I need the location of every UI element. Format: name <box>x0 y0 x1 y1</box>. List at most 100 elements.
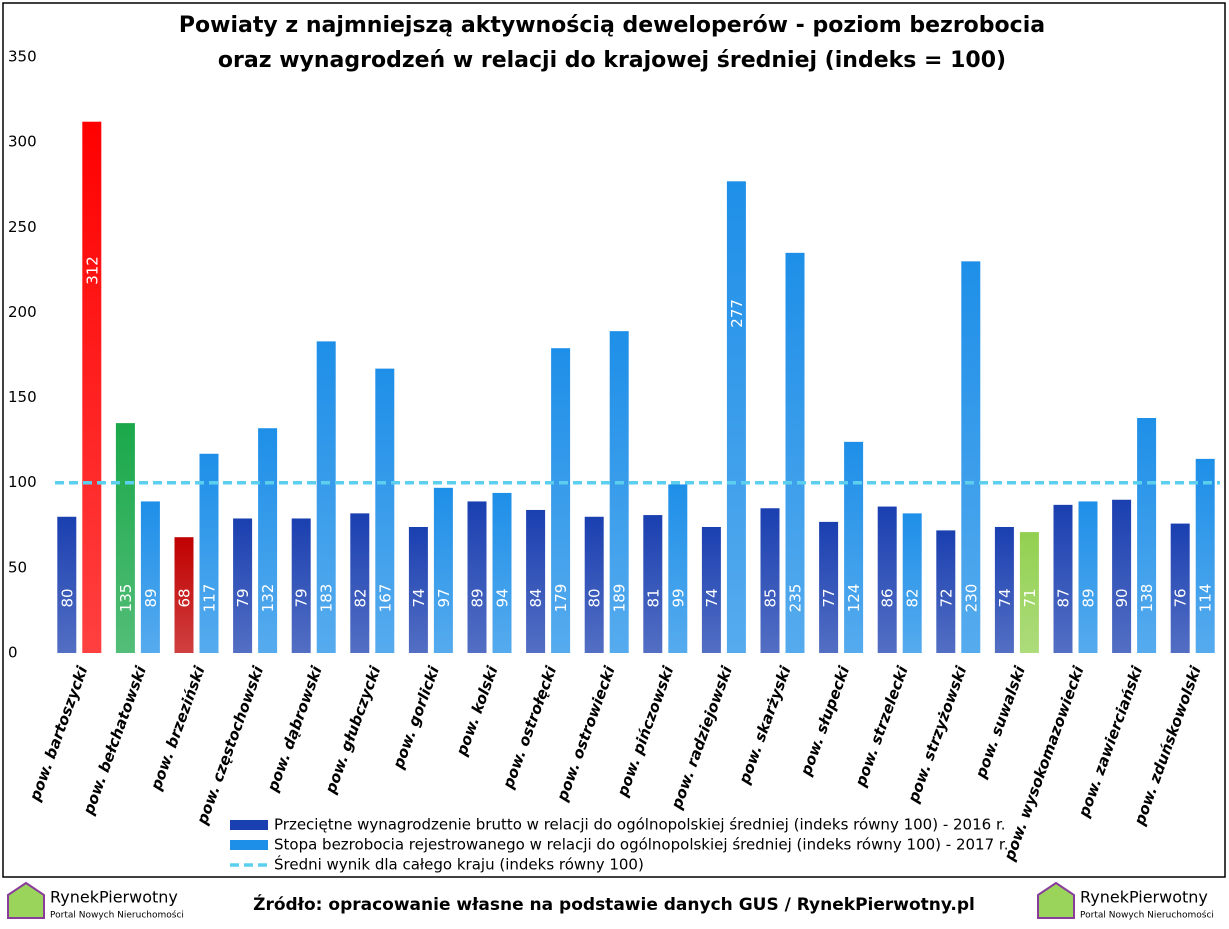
source: Źródło: opracowanie własne na podstawie … <box>253 893 975 915</box>
data-label: 84 <box>527 588 545 607</box>
data-label: 167 <box>376 584 394 613</box>
y-tick-label: 300 <box>8 133 37 151</box>
data-label: 68 <box>176 588 194 607</box>
y-tick-label: 250 <box>8 218 37 236</box>
y-tick-label: 350 <box>8 48 37 66</box>
bar <box>936 530 956 653</box>
data-label: 277 <box>728 299 746 328</box>
bar <box>433 487 453 653</box>
bar <box>877 506 897 653</box>
legend-label: Stopa bezrobocia rejestrowanego w relacj… <box>274 836 1008 854</box>
y-tick-label: 100 <box>8 473 37 491</box>
bar <box>1170 523 1190 653</box>
data-label: 138 <box>1138 584 1156 613</box>
bar <box>1078 501 1098 653</box>
data-label: 89 <box>469 588 487 607</box>
logo-icon <box>1037 881 1075 919</box>
data-label: 183 <box>318 584 336 613</box>
data-label: 74 <box>703 588 721 607</box>
bar <box>408 526 428 653</box>
data-label: 89 <box>1080 588 1098 607</box>
data-label: 124 <box>845 584 863 613</box>
logo-name: RynekPierwotny <box>50 888 178 907</box>
logo-right: RynekPierwotny Portal Nowych Nieruchomoś… <box>1037 881 1214 921</box>
data-label: 99 <box>669 588 687 607</box>
chart-title: Powiaty z najmniejszą aktywnością dewelo… <box>179 13 1045 38</box>
data-label: 87 <box>1055 588 1073 607</box>
logo-tagline: Portal Nowych Nieruchomości <box>1080 910 1214 921</box>
data-label: 312 <box>83 256 101 285</box>
bar <box>785 252 805 654</box>
bar <box>701 526 721 653</box>
bar <box>551 348 571 653</box>
logo-name: RynekPierwotny <box>1080 888 1208 907</box>
bar <box>902 513 922 653</box>
bar <box>467 501 487 653</box>
data-label: 71 <box>1021 588 1039 607</box>
bar <box>350 513 370 653</box>
data-label: 80 <box>58 588 76 607</box>
bar <box>174 537 194 653</box>
bar <box>668 484 688 653</box>
bar <box>1137 418 1157 653</box>
legend-swatch <box>230 840 268 850</box>
logo-icon <box>7 881 45 919</box>
bar <box>844 441 864 653</box>
data-label: 82 <box>904 588 922 607</box>
data-label: 235 <box>787 584 805 613</box>
bar <box>819 521 839 653</box>
y-tick-label: 200 <box>8 303 37 321</box>
logo-tagline: Portal Nowych Nieruchomości <box>50 910 184 921</box>
bar <box>316 341 336 653</box>
data-label: 81 <box>644 588 662 607</box>
data-label: 117 <box>201 584 219 613</box>
data-label: 97 <box>435 588 453 607</box>
bar <box>1019 532 1039 653</box>
bar <box>961 261 981 653</box>
data-label: 86 <box>879 588 897 607</box>
bar <box>609 331 629 653</box>
y-tick-label: 0 <box>8 644 18 662</box>
data-label: 72 <box>937 588 955 607</box>
data-label: 179 <box>552 584 570 613</box>
bar <box>526 509 546 653</box>
legend-label: Przeciętne wynagrodzenie brutto w relacj… <box>274 816 1006 834</box>
data-label: 189 <box>611 584 629 613</box>
data-label: 77 <box>820 588 838 607</box>
bar <box>1195 458 1215 653</box>
data-label: 79 <box>293 588 311 607</box>
data-label: 114 <box>1197 584 1215 613</box>
bar <box>233 518 253 653</box>
bar <box>140 501 160 653</box>
bar <box>82 121 102 654</box>
y-tick-label: 50 <box>8 558 27 576</box>
data-label: 76 <box>1172 588 1190 607</box>
bar <box>492 492 512 653</box>
bar <box>57 516 77 653</box>
data-label: 82 <box>351 588 369 607</box>
y-tick-label: 150 <box>8 388 37 406</box>
data-label: 135 <box>117 584 135 613</box>
bar <box>258 428 278 653</box>
data-label: 80 <box>586 588 604 607</box>
logo-left: RynekPierwotny Portal Nowych Nieruchomoś… <box>7 881 184 921</box>
chart-title: oraz wynagrodzeń w relacji do krajowej ś… <box>218 48 1006 73</box>
data-label: 74 <box>996 588 1014 607</box>
bar <box>1053 504 1073 653</box>
legend-swatch <box>230 820 268 830</box>
bar <box>584 516 604 653</box>
bar <box>994 526 1014 653</box>
data-label: 132 <box>259 584 277 613</box>
data-label: 74 <box>410 588 428 607</box>
bar <box>375 368 395 653</box>
data-label: 79 <box>234 588 252 607</box>
data-label: 89 <box>142 588 160 607</box>
data-label: 90 <box>1113 588 1131 607</box>
data-label: 85 <box>762 588 780 607</box>
bar <box>643 515 663 653</box>
bar <box>760 508 780 653</box>
data-label: 94 <box>494 588 512 607</box>
bar <box>115 423 135 653</box>
